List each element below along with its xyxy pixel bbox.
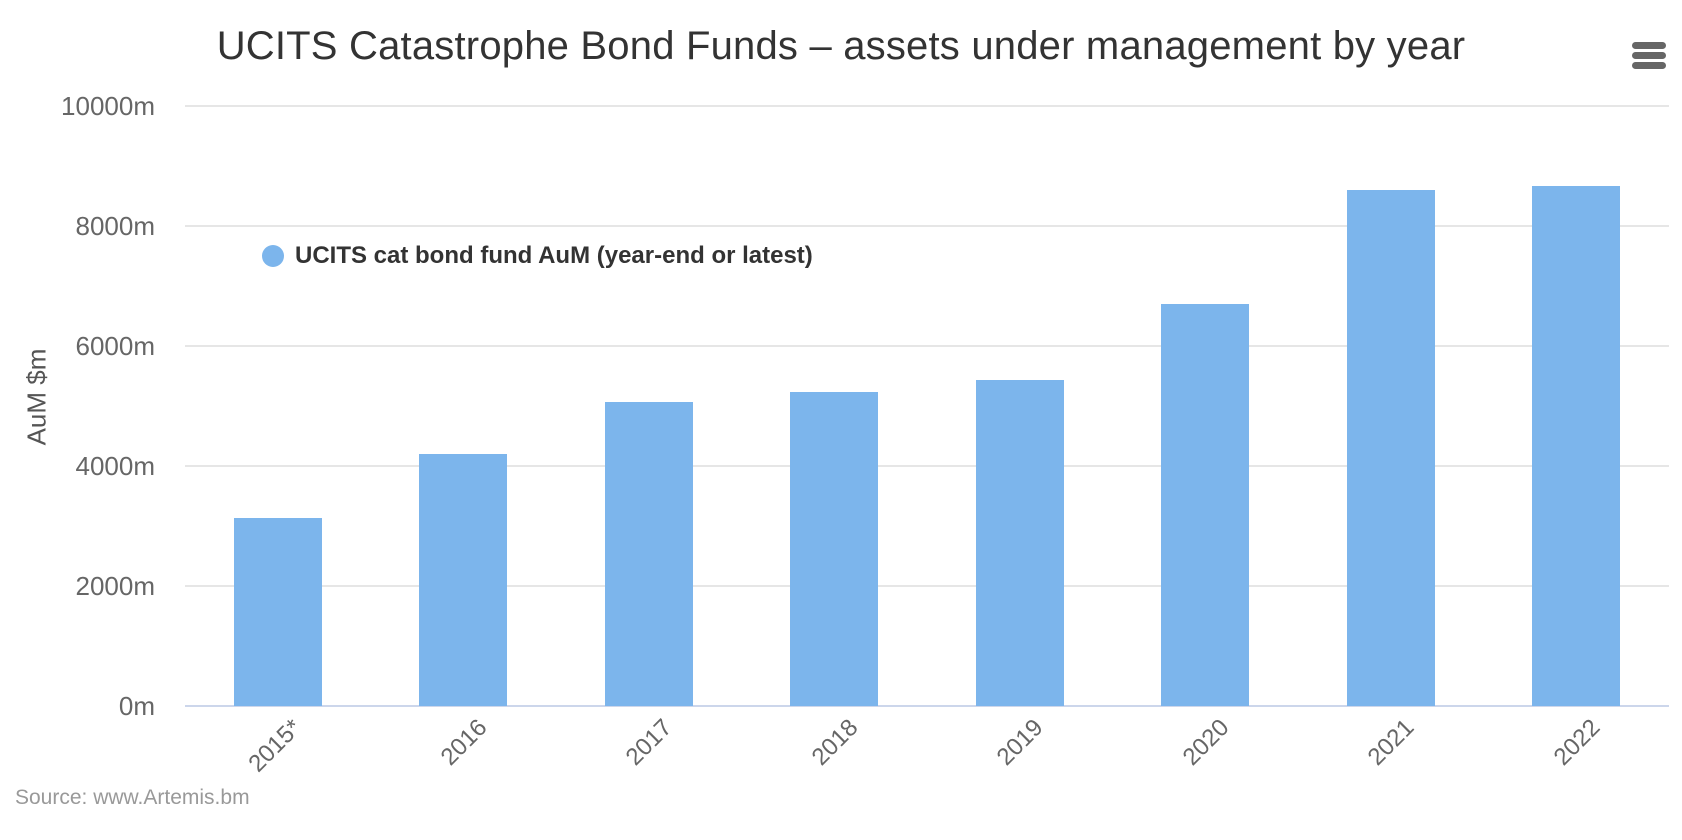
bar-2022[interactable] — [1532, 185, 1621, 706]
bar-2016[interactable] — [419, 454, 508, 706]
chart-title: UCITS Catastrophe Bond Funds – assets un… — [216, 24, 1466, 68]
x-axis-label-2019: 2019 — [991, 714, 1049, 771]
gridline-2000 — [185, 585, 1669, 587]
y-tick-label-10000m: 10000m — [61, 91, 155, 121]
bar-2019[interactable] — [975, 380, 1064, 706]
y-tick-label-8000m: 8000m — [75, 211, 156, 241]
x-axis-label-2022: 2022 — [1548, 714, 1606, 771]
x-axis-label-2016: 2016 — [435, 714, 493, 771]
x-axis-label-2018: 2018 — [806, 714, 864, 771]
source-credits[interactable]: Source: www.Artemis.bm — [15, 786, 250, 809]
gridline-8000 — [185, 225, 1669, 227]
y-tick-label-0m: 0m — [118, 691, 155, 721]
bar-2020[interactable] — [1161, 304, 1250, 706]
gridline-6000 — [185, 345, 1669, 347]
bar-2017[interactable] — [604, 401, 693, 706]
y-tick-label-6000m: 6000m — [75, 331, 156, 361]
legend-label: UCITS cat bond fund AuM (year-end or lat… — [295, 242, 813, 269]
x-axis-label-2020: 2020 — [1177, 714, 1235, 771]
plot-area — [185, 105, 1669, 707]
bar-2015[interactable] — [233, 518, 322, 706]
x-axis-labels: 2015* 2016 2017 2018 2019 2020 2021 2022 — [185, 714, 1669, 784]
x-axis-label-2015: 2015* — [243, 714, 307, 778]
x-axis-label-2021: 2021 — [1362, 714, 1420, 771]
bar-2018[interactable] — [790, 392, 879, 706]
context-menu-button[interactable] — [1630, 40, 1668, 74]
x-axis-label-2017: 2017 — [620, 714, 678, 771]
legend-item[interactable]: UCITS cat bond fund AuM (year-end or lat… — [262, 242, 813, 270]
hamburger-icon — [1630, 42, 1668, 69]
bar-2021[interactable] — [1346, 190, 1435, 706]
y-tick-label-2000m: 2000m — [75, 571, 156, 601]
y-axis-labels: 0m 2000m 4000m 6000m 8000m 10000m — [0, 91, 156, 721]
gridline-4000 — [185, 465, 1669, 467]
x-axis-line — [185, 705, 1669, 707]
y-tick-label-4000m: 4000m — [75, 451, 156, 481]
gridline-10000 — [185, 105, 1669, 107]
legend-marker-icon — [262, 245, 284, 267]
